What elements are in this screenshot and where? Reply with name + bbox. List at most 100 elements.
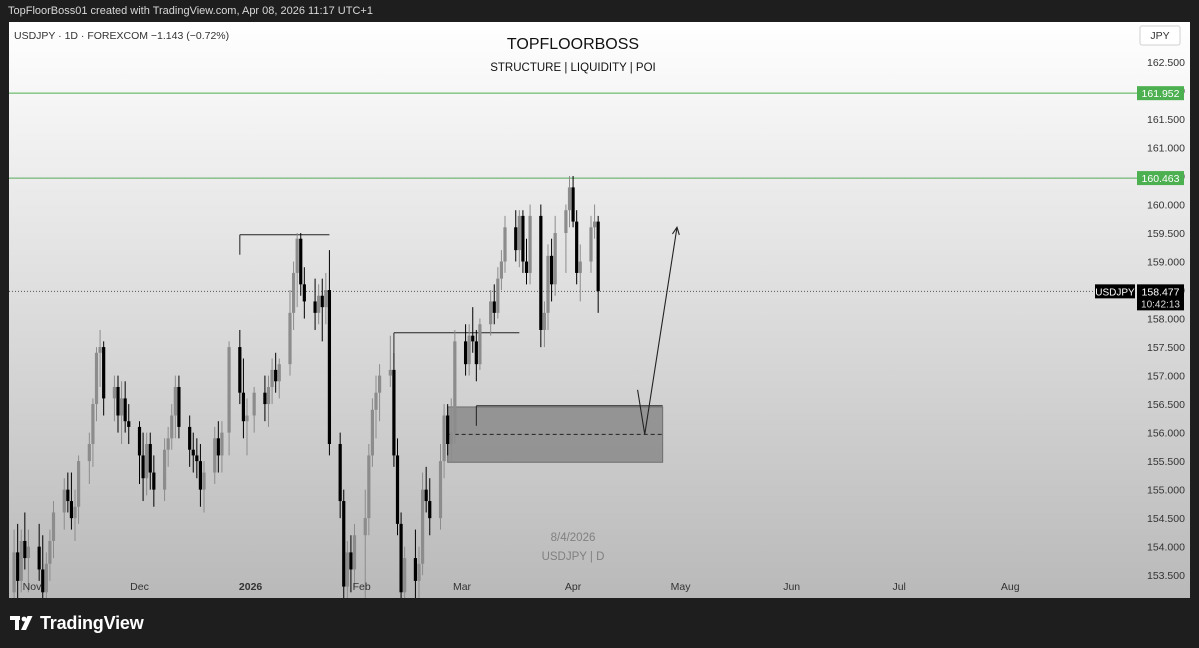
candle-body <box>349 552 353 570</box>
candle-body <box>549 255 554 285</box>
projection-arrowhead <box>672 226 680 236</box>
candle-body <box>327 290 332 445</box>
candle-body <box>428 501 432 519</box>
y-tick-label: 157.000 <box>1147 371 1185 383</box>
y-tick-label: 154.500 <box>1147 513 1185 525</box>
candle-body <box>202 472 206 490</box>
candle-body <box>177 386 181 427</box>
candle-body <box>37 546 41 570</box>
x-tick-label: Mar <box>453 581 472 593</box>
candle-body <box>263 392 267 405</box>
last-price-label: 158.477 <box>1142 286 1180 298</box>
candle-body <box>338 444 342 502</box>
candle-body <box>198 461 203 490</box>
candle-body <box>94 352 99 405</box>
candle-body <box>342 501 346 587</box>
candle-body <box>539 215 543 330</box>
candle-body <box>471 335 475 342</box>
candle-body <box>521 215 525 262</box>
candle-body <box>191 449 195 456</box>
x-tick-label: 2026 <box>239 581 263 593</box>
candle-body <box>542 312 547 330</box>
tradingview-mark-icon <box>10 616 33 630</box>
chart-background <box>9 22 1190 598</box>
y-tick-label: 159.500 <box>1147 228 1185 240</box>
candle-body <box>238 347 242 393</box>
candle-body <box>87 444 91 462</box>
candle-body <box>499 261 504 279</box>
candle-body <box>399 523 403 593</box>
candle-body <box>152 472 156 490</box>
candle-body <box>220 432 224 456</box>
candle-body <box>578 261 582 273</box>
candle-body <box>19 540 23 581</box>
y-tick-label: 158.000 <box>1147 314 1185 326</box>
x-tick-label: Jul <box>892 581 905 593</box>
candle-body <box>173 386 177 416</box>
candle-body <box>453 341 457 433</box>
candle-body <box>313 301 317 313</box>
symbol-tag-label: USDJPY <box>1095 287 1135 298</box>
attribution-text: TopFloorBoss01 created with TradingView.… <box>8 5 373 17</box>
candle-body <box>291 272 296 313</box>
candle-body <box>528 215 532 273</box>
candle-body <box>145 444 149 479</box>
candle-body <box>102 347 106 399</box>
candle-body <box>589 227 593 262</box>
candle-body <box>98 347 102 353</box>
candle-body <box>51 512 56 541</box>
y-tick-label: 161.000 <box>1147 142 1185 154</box>
candle-body <box>73 506 77 519</box>
candle-body <box>320 295 324 308</box>
candle-body <box>295 238 299 273</box>
candle-body <box>467 335 471 365</box>
tradingview-logo[interactable]: TradingView <box>10 612 150 634</box>
candle-body <box>324 290 328 308</box>
candle-body <box>564 210 568 234</box>
y-tick-label: 154.000 <box>1147 542 1185 554</box>
candle-body <box>517 215 521 251</box>
candle-body <box>489 301 493 325</box>
candle-body <box>148 444 152 473</box>
candle-body <box>363 518 367 536</box>
candle-body <box>503 227 507 262</box>
candle-body <box>302 284 306 302</box>
candle-body <box>213 438 217 473</box>
level-price-label: 160.463 <box>1142 173 1180 185</box>
candle-body <box>188 426 192 450</box>
candle-body <box>524 261 529 273</box>
candle-body <box>395 455 400 524</box>
candle-body <box>345 552 349 587</box>
chart-panel[interactable]: 162.500162.000161.500161.000160.500160.0… <box>9 22 1190 598</box>
candle-body <box>270 369 274 387</box>
candle-body <box>141 455 145 479</box>
price-chart[interactable]: 162.500162.000161.500161.000160.500160.0… <box>9 22 1190 598</box>
candle-body <box>392 369 396 456</box>
candle-body <box>112 386 117 399</box>
y-tick-label: 160.000 <box>1147 199 1185 211</box>
candle-body <box>48 540 52 564</box>
candle-body <box>370 409 375 456</box>
candle-body <box>69 501 74 519</box>
y-tick-label: 156.000 <box>1147 428 1185 440</box>
candle-body <box>216 438 220 456</box>
candle-body <box>567 187 572 211</box>
candle-body <box>449 432 453 445</box>
candle-body <box>44 563 48 593</box>
candle-body <box>592 221 597 228</box>
symbol-info: USDJPY · 1D · FOREXCOM −1.143 (−0.72%) <box>14 30 229 42</box>
candle-body <box>424 489 428 502</box>
x-tick-label: Jun <box>783 581 800 593</box>
candle-body <box>245 415 249 422</box>
level-price-tag <box>1137 86 1184 101</box>
candle-body <box>474 341 478 365</box>
candle-body <box>166 438 170 450</box>
candle-body <box>288 312 292 365</box>
x-tick-label: Dec <box>130 581 149 593</box>
x-tick-label: May <box>671 581 692 593</box>
candle-body <box>374 392 378 410</box>
bar-countdown-label: 10:42:13 <box>1141 299 1180 310</box>
candle-body <box>119 398 124 416</box>
chart-title: TOPFLOORBOSS <box>507 36 639 53</box>
projection-path <box>637 227 678 435</box>
